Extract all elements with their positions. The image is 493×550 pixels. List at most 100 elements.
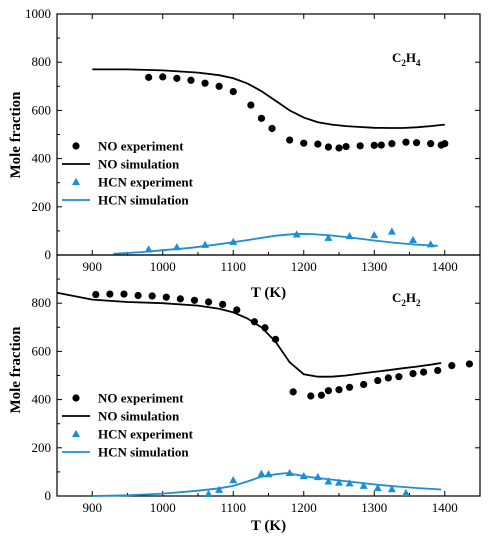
no-experiment-point (268, 124, 276, 133)
no-experiment-point (412, 139, 421, 147)
no-experiment-point (335, 144, 343, 152)
no-experiment-point (384, 374, 392, 382)
plot-frame (56, 13, 481, 256)
hcn-experiment-point (324, 233, 333, 241)
hcn-experiment-point (215, 485, 224, 493)
y-tick-label: 0 (45, 488, 52, 503)
x-tick-label: 1000 (150, 259, 176, 274)
no-experiment-point (120, 290, 128, 298)
hcn-simulation-line (92, 472, 442, 497)
x-axis-title: T (K) (251, 285, 286, 301)
no-experiment-point (233, 306, 241, 314)
hcn-experiment-point (345, 479, 354, 487)
no-experiment-point (219, 300, 227, 309)
hcn-experiment-point (373, 483, 382, 491)
no-experiment-point (204, 298, 213, 306)
legend-label: HCN simulation (98, 193, 189, 208)
no-experiment-point (92, 290, 100, 299)
legend-point-marker (72, 394, 80, 402)
no-experiment-point (448, 362, 456, 370)
no-experiment-point (356, 142, 364, 150)
no-experiment-point (190, 296, 199, 304)
panel-bottom: 900 1000 1100 1200 1300 1400 0 200 400 600 800 T (K… (8, 254, 481, 534)
y-tick-label: 800 (32, 54, 52, 69)
no-experiment-point (395, 373, 403, 381)
no-experiment-point (345, 383, 354, 391)
species-subscript: 2 (401, 58, 406, 68)
no-experiment-point (145, 73, 153, 81)
panel-top: 900 1000 1100 1200 1300 1400 0 200 400 600 800 1000… (8, 6, 481, 301)
legend-label: HCN experiment (98, 175, 194, 190)
no-experiment-point (324, 387, 333, 395)
no-experiment-point (247, 101, 255, 109)
legend-point-marker (72, 429, 80, 437)
hcn-experiment-point (409, 235, 418, 243)
no-experiment-point (370, 141, 378, 149)
legend-label: HCN simulation (98, 445, 189, 460)
x-tick-label: 900 (83, 500, 103, 515)
y-axis-title: Mole fraction (8, 326, 24, 414)
no-experiment-point (173, 74, 181, 82)
no-experiment-point (324, 143, 333, 151)
hcn-experiment-point (335, 478, 343, 486)
x-tick-label: 1300 (361, 259, 387, 274)
no-experiment-point (441, 140, 449, 148)
no-experiment-point (176, 295, 184, 303)
y-tick-label: 200 (32, 199, 52, 214)
no-experiment-point (360, 380, 368, 389)
hcn-experiment-point (257, 469, 266, 477)
no-experiment-point (377, 141, 385, 149)
species-symbol: C (392, 290, 401, 305)
x-tick-label: 900 (83, 259, 103, 274)
legend-point-marker (72, 177, 80, 185)
hcn-experiment-point (229, 476, 238, 484)
legend-label: NO simulation (98, 409, 180, 424)
no-experiment-point (317, 391, 325, 399)
no-experiment-point (402, 138, 410, 146)
legend-label: NO experiment (98, 391, 184, 406)
y-tick-label: 0 (45, 247, 52, 262)
species-label: C2H4 (392, 50, 421, 68)
no-experiment-point (388, 140, 396, 148)
no-experiment-point (314, 140, 322, 148)
legend-label: HCN experiment (98, 427, 194, 442)
x-tick-label: 1100 (220, 259, 246, 274)
x-tick-label: 1300 (361, 500, 387, 515)
hcn-experiment-point (324, 477, 333, 485)
y-tick-label: 800 (32, 295, 52, 310)
no-experiment-point (409, 369, 417, 378)
no-experiment-point (342, 142, 350, 151)
legend-point-marker (72, 142, 80, 150)
no-experiment-point (335, 386, 343, 394)
x-tick-label: 1400 (432, 500, 458, 515)
no-experiment-point (134, 291, 142, 300)
no-experiment-point (307, 392, 315, 400)
x-tick-label: 1200 (291, 500, 317, 515)
hcn-experiment-point (370, 231, 379, 239)
no-experiment-point (187, 76, 195, 84)
hcn-experiment-point (359, 481, 368, 489)
no-experiment-point (465, 360, 474, 368)
x-axis-title: T (K) (251, 518, 286, 534)
x-tick-label: 1400 (432, 259, 458, 274)
no-experiment-point (159, 73, 167, 81)
species-symbol: C (392, 50, 401, 65)
y-tick-label: 400 (32, 151, 52, 166)
no-experiment-point (106, 290, 114, 298)
no-experiment-point (201, 79, 209, 87)
y-tick-label: 600 (32, 102, 52, 117)
hcn-experiment-point (401, 488, 410, 497)
no-experiment-point (257, 114, 266, 122)
legend-label: NO simulation (98, 157, 180, 172)
species-subscript: 2 (416, 298, 421, 308)
hcn-experiment-point (204, 489, 213, 498)
no-experiment-point (229, 88, 237, 96)
hcn-experiment-point (387, 227, 396, 235)
no-experiment-point (374, 376, 382, 385)
no-experiment-point (300, 139, 308, 147)
no-experiment-point (427, 140, 435, 148)
y-tick-label: 200 (32, 440, 52, 455)
y-tick-label: 600 (32, 343, 52, 358)
no-simulation-line (56, 291, 442, 378)
